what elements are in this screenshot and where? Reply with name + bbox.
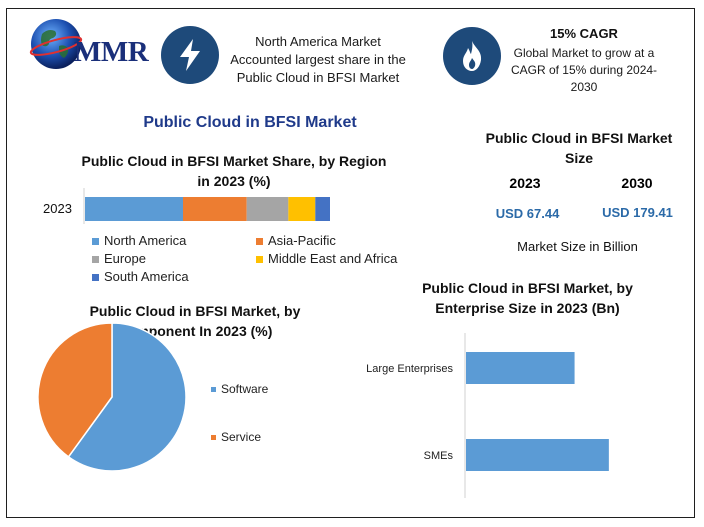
region-legend-item: North America bbox=[92, 233, 186, 248]
enterprise-category-label: Large Enterprises bbox=[366, 363, 453, 375]
pie-legend-item: Service bbox=[211, 430, 261, 444]
component-pie-chart bbox=[37, 322, 187, 472]
component-chart-legend: Software Service bbox=[211, 382, 311, 452]
enterprise-bar-smes bbox=[466, 439, 609, 471]
box2-line-3: 2030 bbox=[570, 80, 598, 94]
pie-slice-software bbox=[67, 322, 187, 472]
legend-swatch bbox=[92, 274, 99, 282]
region-stacked-bar bbox=[83, 188, 330, 224]
market-size-title-line-2: Size bbox=[564, 150, 593, 166]
region-bar-segment-europe bbox=[246, 197, 289, 221]
legend-label: Software bbox=[221, 382, 269, 396]
market-size-year-2023: 2023 bbox=[509, 175, 541, 191]
region-bar-segment-middle-east-and-africa bbox=[288, 197, 316, 221]
box1-line-3: Public Cloud in BFSI Market bbox=[236, 70, 400, 85]
legend-swatch bbox=[211, 435, 216, 441]
flame-icon bbox=[463, 41, 482, 71]
box2-line-2: CAGR of 15% during 2024- bbox=[510, 63, 658, 77]
main-title: Public Cloud in BFSI Market bbox=[143, 114, 357, 131]
market-size-title-line-1: Public Cloud in BFSI Market bbox=[485, 130, 673, 146]
component-chart-title-line-2: Component In 2023 (%) bbox=[117, 323, 273, 339]
enterprise-bar-chart: Large Enterprises SMEs bbox=[366, 333, 609, 498]
legend-label: South America bbox=[104, 269, 189, 284]
region-legend-item: South America bbox=[92, 269, 189, 284]
box2-line-1: Global Market to grow at a bbox=[513, 46, 655, 60]
enterprise-category-label: SMEs bbox=[424, 450, 454, 462]
region-legend-item: Europe bbox=[92, 251, 146, 266]
enterprise-chart-title-line-1: Public Cloud in BFSI Market, by bbox=[422, 280, 633, 296]
box1-line-1: North America Market bbox=[255, 34, 381, 49]
legend-label: Middle East and Africa bbox=[268, 251, 398, 266]
enterprise-chart-title-line-2: Enterprise Size in 2023 (Bn) bbox=[435, 300, 620, 316]
logo-text: MMR bbox=[74, 36, 149, 68]
box2: 15% CAGR Global Market to grow at a CAGR… bbox=[505, 26, 663, 96]
enterprise-chart-title: Public Cloud in BFSI Market, by Enterpri… bbox=[400, 278, 655, 318]
region-chart-category-label: 2023 bbox=[43, 201, 72, 216]
enterprise-bar-large-enterprises bbox=[466, 352, 575, 384]
legend-swatch bbox=[256, 238, 263, 246]
region-chart-title-line-2: in 2023 (%) bbox=[197, 173, 271, 189]
logo: MMR bbox=[26, 14, 149, 76]
lightning-icon-circle bbox=[161, 26, 219, 84]
legend-swatch bbox=[92, 256, 99, 264]
pie-legend-item: Software bbox=[211, 382, 268, 396]
infographic-frame bbox=[6, 8, 695, 518]
globe-icon bbox=[29, 19, 83, 69]
region-legend-item: Middle East and Africa bbox=[256, 251, 397, 266]
lightning-bolt-icon bbox=[180, 39, 200, 71]
box2-title: 15% CAGR bbox=[550, 26, 618, 41]
market-size-year-2030: 2030 bbox=[621, 175, 653, 191]
box1-text: North America Market Accounted largest s… bbox=[222, 33, 414, 87]
component-chart-title: Public Cloud in BFSI Market, by Componen… bbox=[70, 301, 320, 341]
region-bar-segment-north-america bbox=[85, 197, 183, 221]
region-bar-segment-south-america bbox=[315, 197, 330, 221]
market-size-value-2023: USD 67.44 bbox=[495, 206, 560, 221]
market-size-unit: Market Size in Billion bbox=[517, 239, 638, 254]
component-chart-title-line-1: Public Cloud in BFSI Market, by bbox=[89, 303, 301, 319]
legend-label: North America bbox=[104, 233, 187, 248]
market-size-value-2030: USD 179.41 bbox=[602, 205, 673, 220]
legend-swatch bbox=[256, 256, 263, 264]
region-legend-item: Asia-Pacific bbox=[256, 233, 336, 248]
region-chart-title-line-1: Public Cloud in BFSI Market Share, by Re… bbox=[81, 153, 387, 169]
legend-swatch bbox=[92, 238, 99, 246]
legend-label: Europe bbox=[104, 251, 146, 266]
region-bar-segment-asia-pacific bbox=[183, 197, 247, 221]
box1-line-2: Accounted largest share in the bbox=[230, 52, 406, 67]
region-chart-legend: North America Asia-Pacific Europe Middle Ea… bbox=[92, 233, 412, 289]
region-chart-title: Public Cloud in BFSI Market Share, by Re… bbox=[68, 151, 400, 191]
flame-icon-circle bbox=[443, 27, 501, 85]
legend-label: Asia-Pacific bbox=[268, 233, 336, 248]
legend-label: Service bbox=[221, 430, 262, 444]
market-size-title: Public Cloud in BFSI Market Size bbox=[470, 128, 688, 168]
legend-swatch bbox=[211, 387, 216, 393]
pie-slice-service bbox=[37, 322, 113, 458]
